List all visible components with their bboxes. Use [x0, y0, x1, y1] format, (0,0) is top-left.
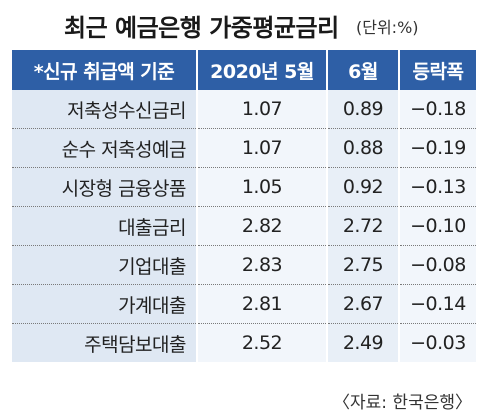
may-value: 1.07	[197, 128, 328, 168]
row-label: 가계대출	[12, 284, 198, 324]
table-row: 기업대출 2.83 2.75 −0.08	[12, 245, 476, 285]
table-row: 순수 저축성예금 1.07 0.88 −0.19	[12, 128, 476, 168]
table-row: 저축성수신금리 1.07 0.89 −0.18	[12, 90, 476, 129]
row-label: 저축성수신금리	[12, 90, 198, 129]
may-value: 1.07	[197, 90, 328, 129]
june-value: 2.72	[327, 206, 400, 246]
june-value: 2.49	[327, 323, 400, 362]
unit-label: (단위:%)	[356, 18, 419, 37]
may-value: 2.81	[197, 284, 328, 324]
table-row: 대출금리 2.82 2.72 −0.10	[12, 206, 476, 246]
change-value: −0.19	[399, 128, 476, 168]
row-label: 기업대출	[12, 245, 198, 285]
june-value: 2.75	[327, 245, 400, 285]
table-row: 시장형 금융상품 1.05 0.92 −0.13	[12, 167, 476, 207]
change-value: −0.10	[399, 206, 476, 246]
change-value: −0.13	[399, 167, 476, 207]
header-basis: *신규 취급액 기준	[12, 50, 198, 90]
header-change: 등락폭	[399, 50, 476, 90]
may-value: 2.82	[197, 206, 328, 246]
june-value: 0.88	[327, 128, 400, 168]
row-label: 주택담보대출	[12, 323, 198, 362]
change-value: −0.18	[399, 90, 476, 129]
june-value: 0.89	[327, 90, 400, 129]
june-value: 2.67	[327, 284, 400, 324]
chart-title: 최근 예금은행 가중평균금리	[64, 14, 339, 42]
may-value: 1.05	[197, 167, 328, 207]
row-label: 순수 저축성예금	[12, 128, 198, 168]
header-june: 6월	[327, 50, 400, 90]
row-label: 시장형 금융상품	[12, 167, 198, 207]
june-value: 0.92	[327, 167, 400, 207]
change-value: −0.03	[399, 323, 476, 362]
row-label: 대출금리	[12, 206, 198, 246]
source-note: 〈자료: 한국은행〉	[333, 393, 472, 413]
change-value: −0.14	[399, 284, 476, 324]
may-value: 2.52	[197, 323, 328, 362]
may-value: 2.83	[197, 245, 328, 285]
header-may: 2020년 5월	[197, 50, 328, 90]
table-row: 주택담보대출 2.52 2.49 −0.03	[12, 323, 476, 362]
table-row: 가계대출 2.81 2.67 −0.14	[12, 284, 476, 324]
change-value: −0.08	[399, 245, 476, 285]
table-header-row: *신규 취급액 기준 2020년 5월 6월 등락폭	[12, 50, 476, 90]
rates-table: *신규 취급액 기준 2020년 5월 6월 등락폭 저축성수신금리 1.07 …	[12, 50, 476, 362]
